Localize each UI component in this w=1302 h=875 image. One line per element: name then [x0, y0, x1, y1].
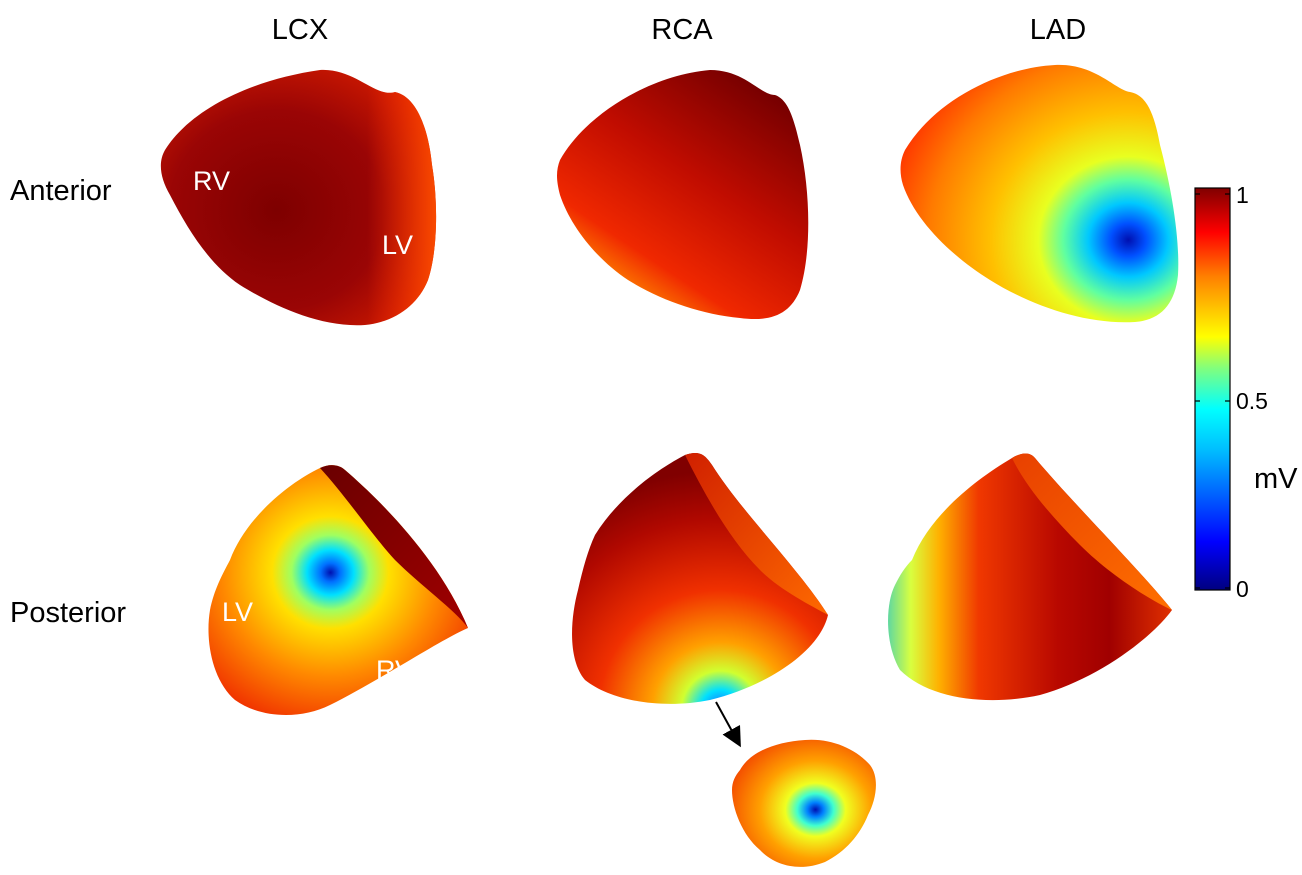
column-title-lcx: LCX — [271, 14, 329, 46]
colorbar-tick-min: 0 — [1236, 576, 1249, 602]
column-title-lad: LAD — [1029, 14, 1087, 46]
colorbar-unit: mV — [1254, 463, 1298, 495]
column-title-rca: RCA — [651, 14, 713, 46]
colorbar-tick-mid: 0.5 — [1236, 388, 1268, 414]
lcx-anterior-rv-label: RV — [193, 166, 231, 196]
lcx-anterior-lv-label: LV — [382, 230, 414, 260]
rca-anterior-map — [557, 70, 809, 320]
lcx-posterior-map — [208, 465, 468, 716]
rca-posterior-map — [572, 453, 828, 704]
lad-posterior-map — [888, 453, 1172, 701]
row-title-posterior: Posterior — [10, 597, 127, 629]
inset-arrow — [715, 701, 741, 748]
lad-anterior-map — [900, 64, 1179, 323]
colorbar — [1194, 187, 1231, 591]
rca-apex-inset-map — [732, 739, 876, 867]
lcx-posterior-rv-label: RV — [376, 655, 414, 685]
colorbar-tick-max: 1 — [1236, 182, 1249, 208]
lcx-anterior-map — [160, 69, 437, 326]
row-title-anterior: Anterior — [10, 175, 112, 207]
lcx-posterior-lv-label: LV — [222, 597, 254, 627]
